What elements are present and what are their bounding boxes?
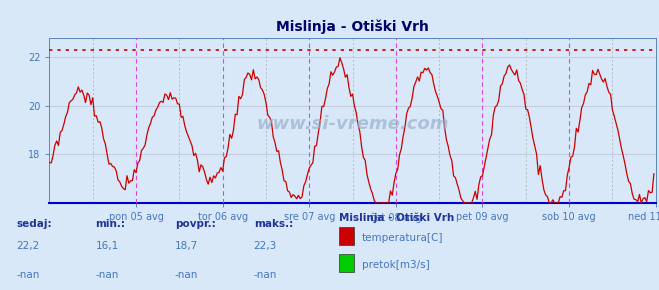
Bar	[339, 227, 354, 245]
Text: sedaj:: sedaj:	[16, 219, 52, 229]
Text: 22,2: 22,2	[16, 241, 40, 251]
Text: 18,7: 18,7	[175, 241, 198, 251]
Text: -nan: -nan	[254, 270, 277, 280]
Text: 16,1: 16,1	[96, 241, 119, 251]
Text: 22,3: 22,3	[254, 241, 277, 251]
Text: pretok[m3/s]: pretok[m3/s]	[362, 260, 430, 270]
Text: -nan: -nan	[175, 270, 198, 280]
Text: Mislinja - Otiški Vrh: Mislinja - Otiški Vrh	[339, 213, 455, 223]
Text: povpr.:: povpr.:	[175, 219, 215, 229]
Text: -nan: -nan	[16, 270, 40, 280]
Bar	[339, 254, 354, 272]
Text: min.:: min.:	[96, 219, 126, 229]
Title: Mislinja - Otiški Vrh: Mislinja - Otiški Vrh	[276, 19, 429, 34]
Text: -nan: -nan	[96, 270, 119, 280]
Text: temperatura[C]: temperatura[C]	[362, 233, 444, 243]
Text: maks.:: maks.:	[254, 219, 293, 229]
Text: www.si-vreme.com: www.si-vreme.com	[256, 115, 449, 133]
